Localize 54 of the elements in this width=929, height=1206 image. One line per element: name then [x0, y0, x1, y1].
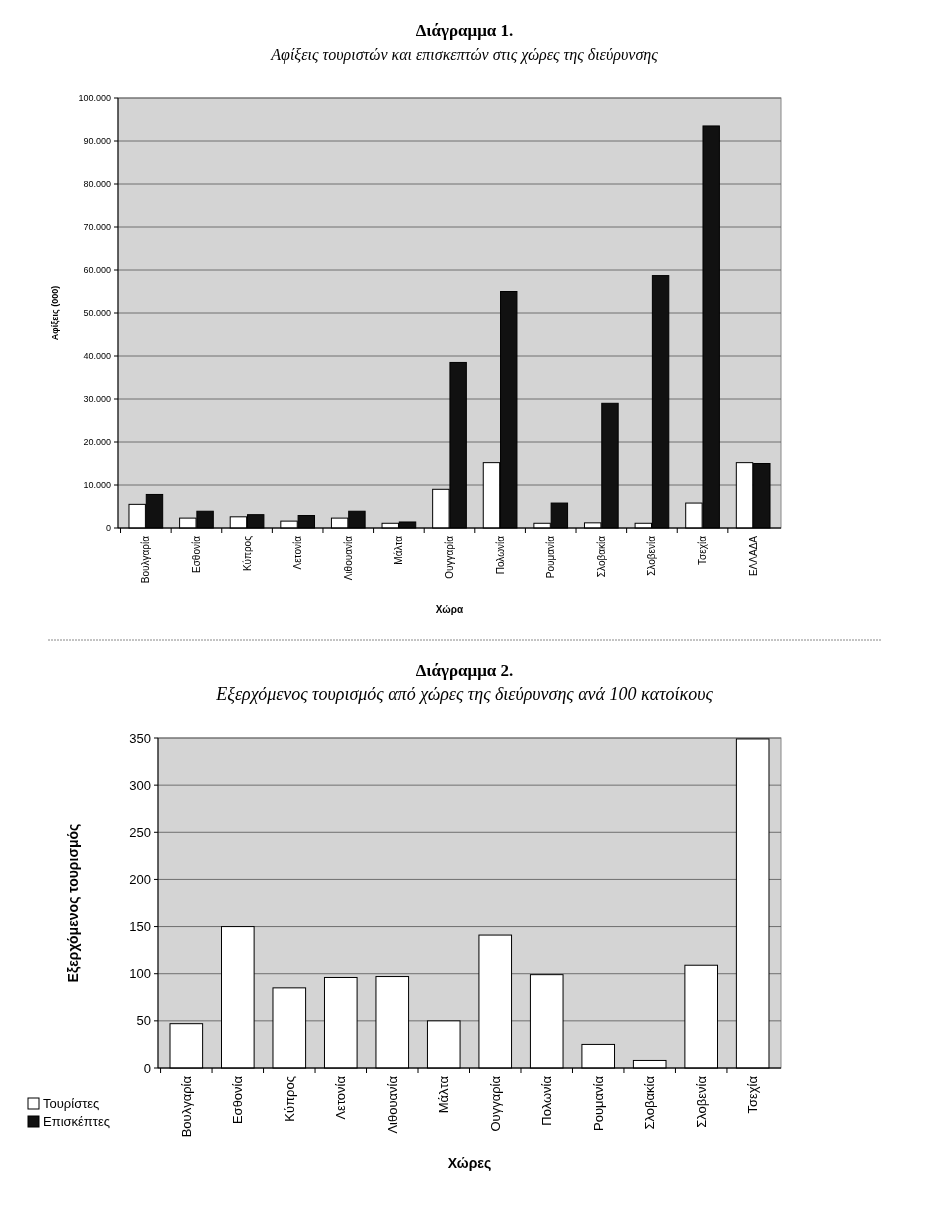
x-tick-label: Κύπρος	[241, 535, 253, 572]
x-tick-label: Ουγγαρία	[444, 535, 455, 579]
y-tick-label: 0	[105, 523, 111, 534]
y-tick-label: 40.000	[83, 351, 111, 362]
legend-label: Επισκέπτες	[43, 1114, 111, 1129]
y-tick-label: 100.000	[78, 93, 111, 104]
x-tick-label: Σλοβενία	[693, 1075, 709, 1128]
x-tick-label: Λιθουανία	[384, 1075, 400, 1134]
x-tick-label: Βουλγαρία	[140, 535, 152, 584]
y-tick-label: 100	[129, 966, 151, 982]
y-tick-label: 150	[129, 919, 151, 935]
x-tick-label: Σλοβακία	[642, 1075, 658, 1130]
y-tick-label: 0	[143, 1060, 151, 1076]
x-tick-label: Λιθουανία	[342, 535, 354, 581]
chart-title: Διάγραμμα 1.	[415, 21, 514, 40]
y-tick-label: 80.000	[83, 179, 111, 190]
x-tick-label: Εσθονία	[190, 535, 202, 573]
x-tick-label: Τσεχία	[745, 1075, 761, 1114]
y-tick-label: 10.000	[83, 480, 111, 491]
y-tick-label: 70.000	[83, 222, 111, 233]
y-tick-label: 60.000	[83, 265, 111, 276]
x-tick-label: Πολωνία	[494, 535, 506, 575]
x-tick-label: Κύπρος	[281, 1076, 297, 1122]
x-tick-label: Σλοβενία	[646, 535, 658, 576]
y-tick-label: 300	[129, 777, 151, 793]
x-tick-label: Βουλγαρία	[178, 1075, 194, 1138]
x-tick-label: Μάλτα	[436, 1075, 452, 1114]
x-tick-label: Τσεχία	[697, 535, 709, 565]
y-tick-label: 90.000	[83, 136, 111, 147]
y-tick-label: 350	[129, 730, 151, 746]
x-tick-label: Ουγγαρία	[487, 1075, 503, 1132]
x-tick-label: Λετονία	[292, 535, 304, 570]
x-tick-label: ΕΛΛΑΔΑ	[747, 535, 759, 577]
chart-subtitle: Αφίξεις τουριστών και επισκεπτών στις χώρες της διεύρυνσης	[270, 46, 659, 64]
chart-title: Διάγραμμα 2.	[415, 661, 514, 680]
chart-subtitle: Εξερχόμενος τουρισμός από χώρες της διεύρυνσης ανά 100 κατοίκους	[215, 684, 714, 704]
legend-label: Τουρίστες	[43, 1096, 100, 1111]
y-tick-label: 250	[129, 824, 151, 840]
x-tick-label: Σλοβακία	[595, 535, 607, 578]
x-tick-label: Πολωνία	[539, 1075, 555, 1126]
y-axis-title: Εξερχόμενος τουρισμός	[65, 823, 81, 983]
x-axis-title: Χώρες	[447, 1155, 492, 1171]
x-tick-label: Ρουμανία	[545, 535, 557, 579]
y-axis-title: Αφίξεις (000)	[50, 285, 60, 341]
y-tick-label: 50	[136, 1013, 151, 1029]
y-tick-label: 20.000	[83, 437, 111, 448]
x-axis-title: Χώρα	[435, 604, 465, 615]
y-tick-label: 200	[129, 871, 151, 887]
x-tick-label: Ρουμανία	[590, 1075, 606, 1131]
x-tick-label: Μάλτα	[393, 535, 405, 565]
y-tick-label: 30.000	[83, 394, 111, 405]
y-tick-label: 50.000	[83, 308, 111, 319]
x-tick-label: Λετονία	[333, 1075, 349, 1120]
x-tick-label: Εσθονία	[230, 1075, 246, 1125]
